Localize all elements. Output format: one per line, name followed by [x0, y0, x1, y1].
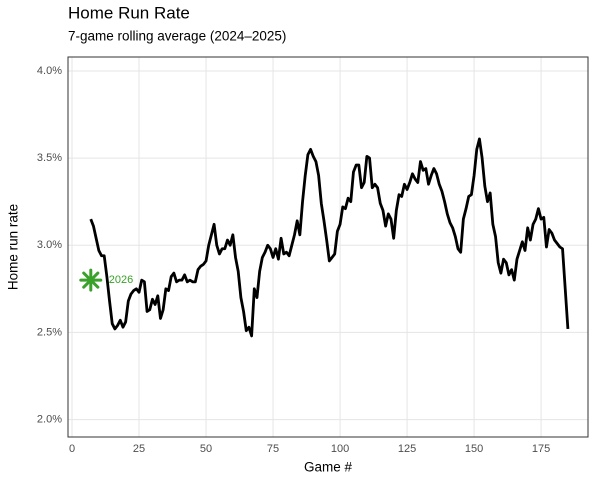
marker-stroke: [82, 271, 100, 289]
y-tick-label: 4.0%: [37, 65, 62, 77]
x-tick-label: 175: [532, 443, 550, 455]
chart-title: Home Run Rate: [68, 3, 190, 22]
x-tick-label: 125: [398, 443, 416, 455]
y-tick-label: 2.0%: [37, 413, 62, 425]
x-tick-label: 75: [267, 443, 279, 455]
line-series: [89, 137, 570, 338]
highlight-label: 2026: [109, 274, 133, 286]
x-tick-label: 100: [331, 443, 349, 455]
y-tick-label: 2.5%: [37, 326, 62, 338]
x-tick-label: 50: [200, 443, 212, 455]
x-tick-label: 0: [69, 443, 75, 455]
y-tick-label: 3.0%: [37, 239, 62, 251]
highlight-marker: [79, 268, 103, 292]
x-tick-label: 25: [133, 443, 145, 455]
y-tick-label: 3.5%: [37, 152, 62, 164]
x-tick-label: 150: [465, 443, 483, 455]
x-axis-label: Game #: [304, 460, 353, 475]
chart-subtitle: 7-game rolling average (2024–2025): [68, 29, 286, 44]
plot-border: [67, 56, 589, 438]
y-axis-label: Home run rate: [6, 204, 21, 290]
